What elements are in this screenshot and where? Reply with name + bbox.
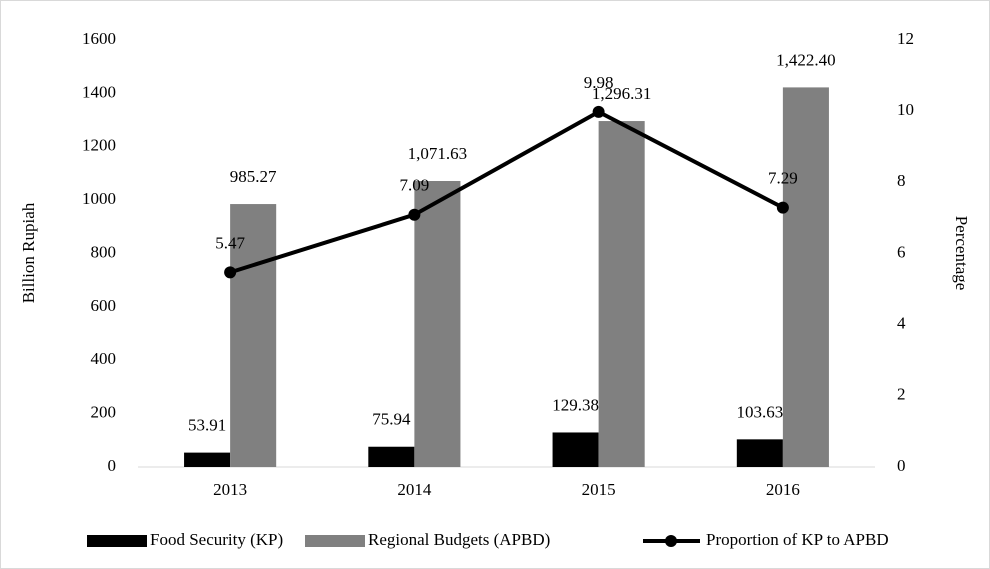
line-marker	[592, 105, 605, 118]
data-label: 9.98	[584, 73, 614, 92]
y2-tick-label: 4	[897, 314, 906, 333]
y2-axis-label: Percentage	[952, 216, 971, 291]
bar	[782, 87, 829, 467]
y2-tick-label: 0	[897, 456, 906, 475]
data-label: 1,422.40	[776, 50, 836, 69]
data-label: 103.63	[736, 402, 783, 421]
y2-tick-label: 6	[897, 242, 906, 261]
bar	[184, 452, 231, 467]
legend-label: Proportion of KP to APBD	[706, 530, 889, 549]
y-tick-label: 200	[91, 403, 117, 422]
data-label: 5.47	[215, 233, 245, 252]
legend-swatch	[87, 535, 147, 547]
bar	[552, 432, 599, 467]
line	[229, 109, 784, 275]
x-tick-label: 2015	[582, 480, 616, 499]
bar	[414, 181, 461, 468]
data-label: 1,071.63	[408, 144, 468, 163]
line-marker	[776, 201, 789, 214]
x-tick-label: 2016	[766, 480, 800, 499]
y2-tick-label: 2	[897, 385, 906, 404]
data-label: 1,296.31	[592, 84, 652, 103]
y2-tick-label: 12	[897, 29, 914, 48]
y-tick-label: 1200	[82, 136, 116, 155]
y-tick-label: 600	[91, 296, 117, 315]
x-tick-label: 2014	[397, 480, 432, 499]
line-marker	[408, 208, 421, 221]
bar	[368, 446, 415, 467]
legend-marker	[665, 535, 677, 547]
y-tick-label: 1000	[82, 189, 116, 208]
y-tick-label: 400	[91, 349, 117, 368]
x-tick-label: 2013	[213, 480, 247, 499]
bar	[598, 121, 645, 467]
y2-tick-label: 10	[897, 100, 914, 119]
y-tick-label: 0	[108, 456, 117, 475]
data-label: 985.27	[230, 167, 277, 186]
y-tick-label: 800	[91, 242, 117, 261]
data-label: 7.09	[400, 176, 430, 195]
legend-label: Food Security (KP)	[150, 530, 283, 549]
data-label: 7.29	[768, 169, 798, 188]
data-label: 53.91	[188, 416, 226, 435]
legend-swatch	[305, 535, 365, 547]
data-label: 75.94	[372, 410, 411, 429]
legend-label: Regional Budgets (APBD)	[368, 530, 550, 549]
y2-tick-label: 8	[897, 171, 906, 190]
y-axis-label: Billion Rupiah	[19, 202, 38, 303]
data-label: 129.38	[552, 395, 599, 414]
bar	[736, 439, 783, 467]
y-tick-label: 1600	[82, 29, 116, 48]
y-tick-label: 1400	[82, 82, 116, 101]
line-marker	[224, 266, 237, 279]
bar	[230, 204, 277, 467]
